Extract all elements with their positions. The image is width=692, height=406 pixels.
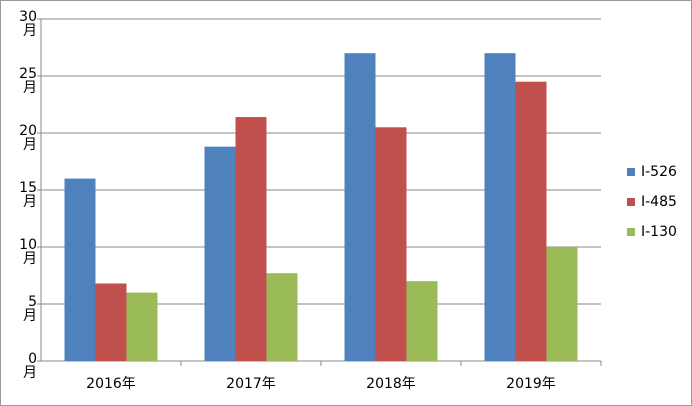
y-tick-label: 0月 [23,351,37,381]
x-tick-label: 2016年 [86,376,136,392]
x-tick-label: 2019年 [506,376,556,392]
bar [375,127,407,361]
y-tick-label: 25月 [19,66,37,96]
bar [266,273,298,361]
y-tick-label: 5月 [23,294,37,324]
bar [484,53,516,361]
bar [235,117,267,361]
bar [95,283,127,361]
bar [204,146,236,361]
bar [546,247,578,361]
bar [515,81,547,361]
y-tick-label: 30月 [19,9,37,39]
y-tick-label: 20月 [19,123,37,153]
x-tick-label: 2017年 [226,376,276,392]
x-tick-label: 2018年 [366,376,416,392]
legend-label: I-526 [641,164,677,180]
bar [406,281,438,361]
legend-swatch [627,198,635,206]
y-tick-label: 10月 [19,237,37,267]
legend-swatch [627,228,635,236]
bar [126,292,158,361]
legend-label: I-485 [641,194,677,210]
bar [344,53,376,361]
legend-label: I-130 [641,224,677,240]
bar [64,178,96,361]
legend-swatch [627,168,635,176]
y-tick-label: 15月 [19,180,37,210]
